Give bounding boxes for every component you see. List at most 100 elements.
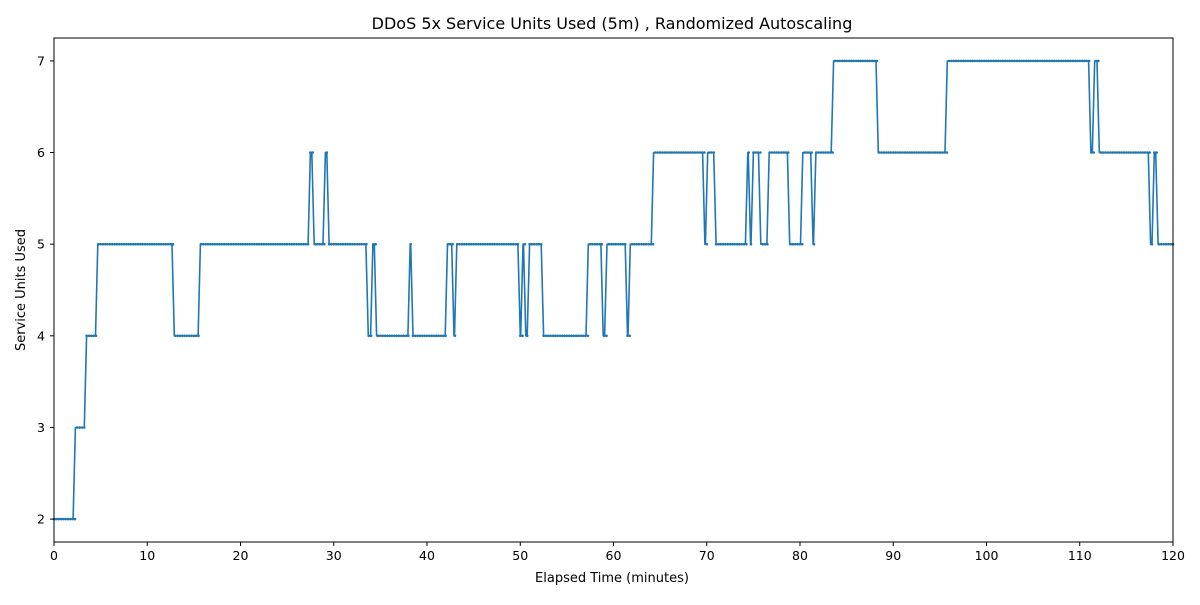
- data-point: [854, 59, 858, 63]
- data-point: [467, 242, 471, 246]
- data-point: [754, 151, 757, 154]
- data-point: [71, 517, 74, 521]
- data-point: [803, 151, 806, 154]
- data-point: [553, 334, 557, 338]
- series-layer: [52, 59, 1175, 521]
- data-point: [451, 242, 454, 246]
- data-point: [556, 334, 559, 338]
- data-point: [239, 242, 242, 246]
- data-point: [432, 334, 436, 338]
- data-point: [1073, 59, 1077, 63]
- data-point: [535, 242, 538, 246]
- data-point: [267, 242, 270, 246]
- data-point: [1094, 59, 1098, 63]
- data-point: [1143, 151, 1147, 154]
- data-point: [658, 151, 662, 154]
- data-point: [271, 242, 275, 246]
- data-point: [560, 334, 564, 338]
- data-point: [493, 242, 496, 246]
- data-point: [595, 242, 599, 246]
- x-tick-label: 20: [233, 548, 249, 563]
- data-point: [1125, 151, 1128, 154]
- data-point: [656, 151, 660, 154]
- data-point: [843, 59, 846, 63]
- data-point: [505, 242, 508, 246]
- data-point: [980, 59, 984, 63]
- y-axis: 2 3 4 5 6 7: [37, 53, 54, 527]
- data-point: [379, 334, 382, 338]
- data-point: [372, 242, 375, 246]
- data-point: [463, 242, 466, 246]
- data-point: [92, 334, 95, 338]
- data-point: [766, 242, 769, 246]
- chart-title: DDoS 5x Service Units Used (5m) , Random…: [372, 14, 853, 33]
- data-point: [66, 517, 70, 521]
- data-point: [982, 59, 986, 63]
- data-point: [784, 151, 788, 154]
- data-point: [712, 151, 715, 154]
- data-point: [208, 242, 212, 246]
- data-point: [414, 334, 417, 338]
- data-point: [1078, 59, 1082, 63]
- data-point: [798, 242, 802, 246]
- data-point: [423, 334, 427, 338]
- data-point: [320, 242, 324, 246]
- data-point: [1083, 59, 1086, 63]
- data-point: [796, 242, 799, 246]
- x-tick-label: 80: [792, 548, 808, 563]
- data-point: [922, 151, 925, 154]
- data-point: [292, 242, 296, 246]
- data-point: [1106, 151, 1109, 154]
- data-point: [1164, 242, 1168, 246]
- data-point: [859, 59, 862, 63]
- data-point: [418, 334, 422, 338]
- data-point: [330, 242, 333, 246]
- data-point: [607, 242, 611, 246]
- data-point: [1150, 242, 1154, 246]
- data-point: [232, 242, 235, 246]
- data-point: [565, 334, 569, 338]
- data-point: [227, 242, 231, 246]
- data-point: [864, 59, 867, 63]
- data-point: [465, 242, 468, 246]
- data-point: [782, 151, 785, 154]
- data-point: [416, 334, 420, 338]
- data-point: [1087, 59, 1091, 63]
- data-point: [840, 59, 844, 63]
- data-point: [435, 334, 438, 338]
- data-point: [129, 242, 133, 246]
- data-point: [836, 59, 839, 63]
- data-point: [148, 242, 151, 246]
- data-point: [626, 334, 629, 338]
- data-point: [213, 242, 217, 246]
- data-point: [362, 242, 366, 246]
- data-point: [1136, 151, 1140, 154]
- data-point: [847, 59, 851, 63]
- data-point: [570, 334, 573, 338]
- data-point: [917, 151, 921, 154]
- data-point: [234, 242, 238, 246]
- data-point: [367, 334, 371, 338]
- data-point: [421, 334, 424, 338]
- data-point: [281, 242, 284, 246]
- data-point: [519, 334, 522, 338]
- data-point: [987, 59, 991, 63]
- data-point: [248, 242, 252, 246]
- data-point: [439, 334, 443, 338]
- data-point: [386, 334, 389, 338]
- data-point: [815, 151, 818, 154]
- data-point: [425, 334, 429, 338]
- data-point: [663, 151, 667, 154]
- data-point: [295, 242, 298, 246]
- data-point: [1157, 242, 1161, 246]
- data-point: [1043, 59, 1047, 63]
- data-point: [686, 151, 690, 154]
- data-point: [857, 59, 860, 63]
- y-tick-label: 4: [37, 328, 45, 343]
- data-point: [724, 242, 727, 246]
- data-point: [679, 151, 683, 154]
- data-point: [369, 334, 373, 338]
- data-point: [572, 334, 576, 338]
- data-point: [829, 151, 832, 154]
